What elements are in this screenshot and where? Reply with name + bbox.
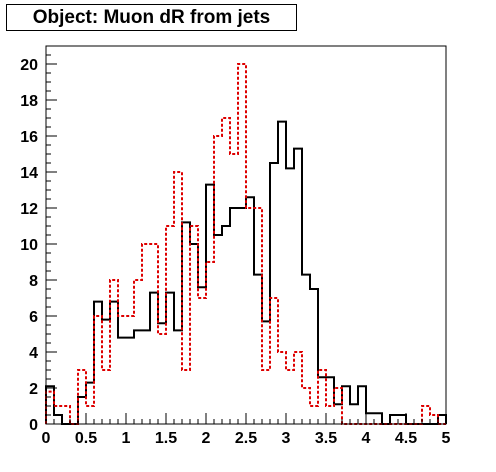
y-tick-label: 2 [29, 381, 38, 398]
x-tick-label: 2 [202, 430, 211, 447]
y-tick-label: 4 [29, 345, 38, 362]
y-tick-label: 20 [20, 57, 38, 74]
x-tick-label: 4.5 [395, 430, 417, 447]
y-tick-label: 12 [20, 201, 38, 218]
y-tick-label: 10 [20, 237, 38, 254]
y-tick-label: 6 [29, 309, 38, 326]
histogram-series-2 [45, 63, 446, 425]
x-tick-label: 0 [42, 430, 51, 447]
y-tick-label: 8 [29, 273, 38, 290]
y-tick-label: 18 [20, 93, 38, 110]
x-tick-label: 1.5 [155, 430, 177, 447]
x-tick-label: 3.5 [315, 430, 337, 447]
x-tick-label: 3 [282, 430, 291, 447]
x-tick-label: 2.5 [235, 430, 257, 447]
series-layer [45, 63, 447, 425]
y-tick-label: 16 [20, 129, 38, 146]
chart-title: Object: Muon dR from jets [6, 4, 297, 31]
axis-layer: 0 0.5 1 1.5 2 2.5 3 3.5 4 4.5 5 0 2 4 6 8 10 12 14 16 18 20 [20, 45, 451, 447]
y-tick-label: 14 [20, 165, 38, 182]
x-tick-label: 1 [122, 430, 131, 447]
y-tick-label: 0 [29, 417, 38, 434]
x-tick-label: 0.5 [75, 430, 97, 447]
x-tick-label: 4 [362, 430, 371, 447]
x-tick-label: 5 [442, 430, 451, 447]
